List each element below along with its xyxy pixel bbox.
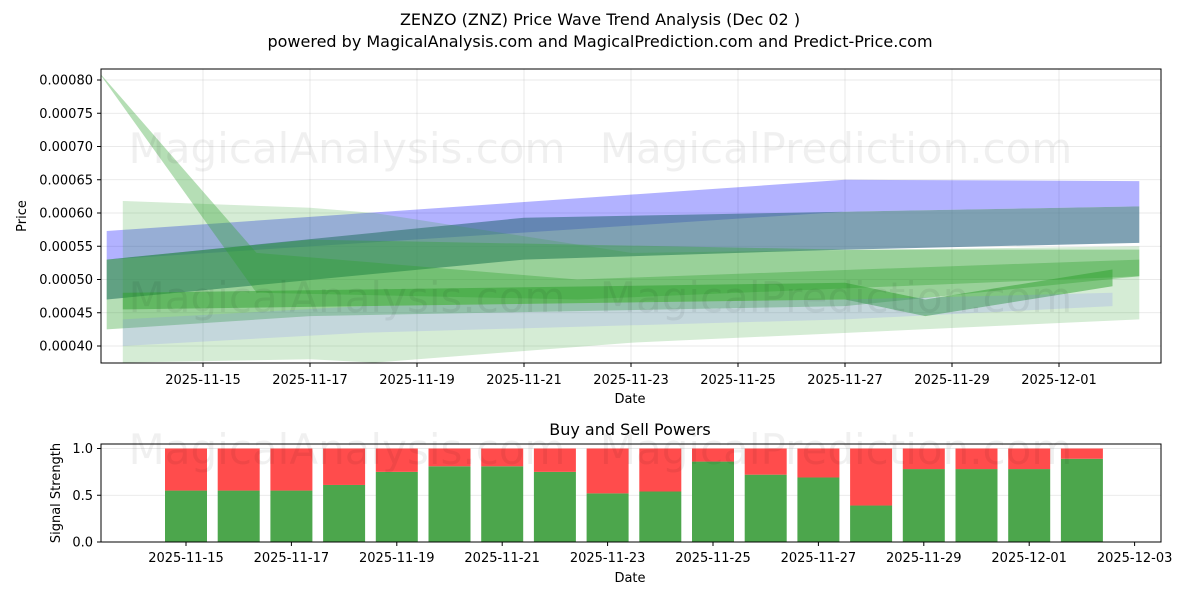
buy-sell-panel: Buy and Sell Powers MagicalAnalysis.com … xyxy=(49,420,1172,586)
y-tick-label: 0.0 xyxy=(72,536,93,551)
buy-bar xyxy=(956,469,998,542)
x-tick-label: 2025-11-23 xyxy=(593,373,669,388)
buy-bar xyxy=(850,506,892,542)
x-tick-label: 2025-11-15 xyxy=(148,551,224,566)
price-y-axis-label: Price xyxy=(15,200,30,232)
buy-bar xyxy=(218,491,260,542)
watermark-bottom-left: MagicalAnalysis.com xyxy=(129,425,566,474)
x-tick-label: 2025-11-27 xyxy=(781,551,857,566)
buy-bar xyxy=(639,492,681,542)
y-tick-label: 0.00065 xyxy=(39,173,93,188)
x-tick-label: 2025-12-01 xyxy=(991,551,1067,566)
buy-bar xyxy=(534,472,576,542)
x-tick-label: 2025-11-19 xyxy=(359,551,435,566)
watermark-mid-right: MagicalPrediction.com xyxy=(600,273,1073,322)
x-tick-label: 2025-11-25 xyxy=(675,551,751,566)
watermark-mid-left: MagicalAnalysis.com xyxy=(129,273,566,322)
y-tick-label: 0.00040 xyxy=(39,340,93,355)
watermark-top-left: MagicalAnalysis.com xyxy=(129,124,566,173)
price-x-axis: 2025-11-15 2025-11-17 2025-11-19 2025-11-21… xyxy=(165,363,1097,388)
y-tick-label: 0.00050 xyxy=(39,273,93,288)
x-tick-label: 2025-11-25 xyxy=(700,373,776,388)
y-tick-label: 0.00055 xyxy=(39,240,93,255)
chart-canvas: MagicalAnalysis.com MagicalPrediction.co… xyxy=(0,0,1200,600)
buy-bar xyxy=(270,491,312,542)
buy-bar xyxy=(797,477,839,542)
buy-bar xyxy=(481,466,523,542)
y-tick-label: 0.00075 xyxy=(39,107,93,122)
buy-bar xyxy=(376,472,418,542)
y-tick-label: 0.5 xyxy=(72,489,93,504)
y-tick-label: 1.0 xyxy=(72,442,93,457)
buy-sell-x-axis: 2025-11-15 2025-11-17 2025-11-19 2025-11-21… xyxy=(148,542,1172,566)
buy-bar xyxy=(165,491,207,542)
x-tick-label: 2025-11-17 xyxy=(254,551,330,566)
y-tick-label: 0.00070 xyxy=(39,140,93,155)
x-tick-label: 2025-11-21 xyxy=(464,551,540,566)
buy-bar xyxy=(745,475,787,542)
x-tick-label: 2025-12-03 xyxy=(1097,551,1173,566)
x-tick-label: 2025-11-17 xyxy=(272,373,348,388)
buy-sell-x-axis-label: Date xyxy=(614,571,645,586)
y-tick-label: 0.00080 xyxy=(39,74,93,89)
x-tick-label: 2025-12-01 xyxy=(1021,373,1097,388)
x-tick-label: 2025-11-29 xyxy=(886,551,962,566)
x-tick-label: 2025-11-23 xyxy=(570,551,646,566)
buy-bar xyxy=(429,466,471,542)
y-tick-label: 0.00045 xyxy=(39,306,93,321)
buy-sell-y-axis: 0.0 0.5 1.0 xyxy=(72,442,101,551)
buy-bar xyxy=(323,485,365,542)
x-tick-label: 2025-11-19 xyxy=(379,373,455,388)
x-tick-label: 2025-11-15 xyxy=(165,373,241,388)
buy-bar xyxy=(903,469,945,542)
x-tick-label: 2025-11-27 xyxy=(807,373,883,388)
price-x-axis-label: Date xyxy=(614,392,645,407)
buy-sell-y-axis-label: Signal Strength xyxy=(49,443,64,543)
price-wave-panel: MagicalAnalysis.com MagicalPrediction.co… xyxy=(15,69,1161,407)
y-tick-label: 0.00060 xyxy=(39,207,93,222)
buy-bar xyxy=(1008,469,1050,542)
watermark-bottom-right: MagicalPrediction.com xyxy=(600,425,1073,474)
buy-bar xyxy=(587,493,629,542)
price-y-axis: 0.00040 0.00045 0.00050 0.00055 0.00060 0.000… xyxy=(39,74,101,355)
watermark-top-right: MagicalPrediction.com xyxy=(600,124,1073,173)
x-tick-label: 2025-11-29 xyxy=(914,373,990,388)
x-tick-label: 2025-11-21 xyxy=(486,373,562,388)
